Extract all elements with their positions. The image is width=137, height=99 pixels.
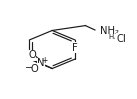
Text: N: N [37, 58, 44, 68]
Text: F: F [72, 43, 78, 53]
Text: +: + [41, 56, 48, 65]
Text: Cl: Cl [117, 34, 126, 44]
Text: O: O [31, 64, 38, 74]
Text: −: − [25, 63, 33, 73]
Text: H: H [109, 34, 114, 40]
Text: O: O [28, 50, 36, 60]
Text: NH₂: NH₂ [100, 26, 119, 36]
